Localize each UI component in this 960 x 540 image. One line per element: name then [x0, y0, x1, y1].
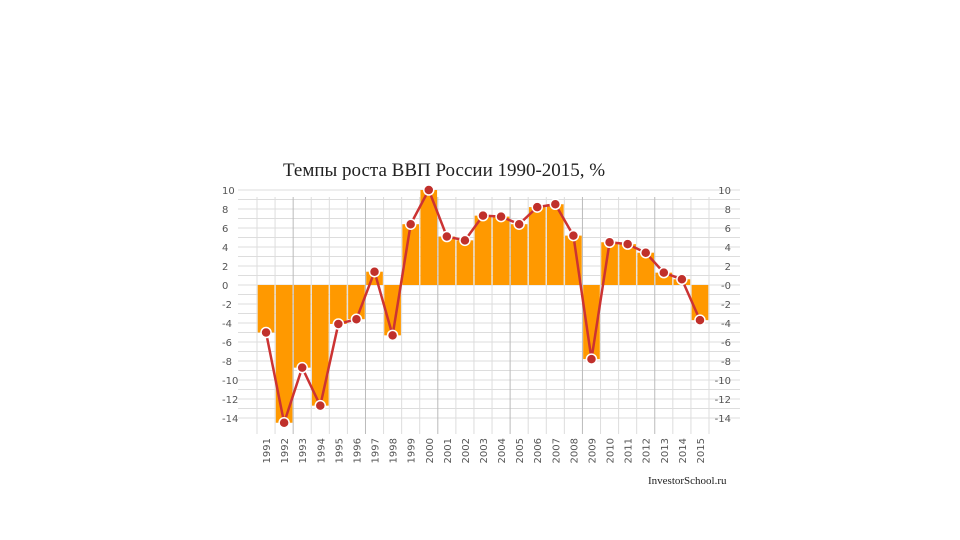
data-point [314, 399, 327, 412]
data-point [459, 234, 471, 247]
y-tick-right: -0 [721, 281, 731, 292]
y-tick-right: -2 [721, 300, 731, 311]
data-point [585, 353, 598, 365]
data-point [531, 201, 543, 213]
y-tick-right: -10 [715, 376, 731, 387]
x-tick-label: 2006 [533, 438, 544, 463]
data-point [676, 273, 688, 286]
x-tick-label: 2002 [461, 438, 472, 463]
y-tick-left: 6 [222, 224, 228, 235]
x-tick-label: 1994 [316, 438, 327, 463]
bar [456, 240, 474, 285]
data-point [404, 218, 417, 230]
y-tick-left: -2 [222, 300, 232, 311]
y-tick-left: -10 [222, 376, 238, 387]
x-tick-label: 2007 [551, 438, 562, 463]
bar [438, 236, 456, 285]
bar [637, 252, 655, 285]
bar [330, 285, 347, 324]
x-tick-label: 2014 [678, 438, 689, 463]
y-tick-left: 4 [222, 243, 228, 254]
x-tick-label: 1991 [262, 438, 273, 463]
x-tick-label: 2005 [515, 438, 526, 463]
data-point [441, 230, 453, 243]
x-tick-label: 2011 [624, 438, 635, 463]
data-point [386, 329, 399, 342]
x-tick-label: 1993 [298, 438, 309, 463]
data-point [567, 229, 580, 242]
x-tick-label: 1995 [334, 438, 345, 463]
bar [492, 216, 510, 285]
x-tick-label: 2015 [696, 438, 707, 463]
x-tick-label: 1992 [280, 438, 291, 463]
x-tick-label: 2012 [642, 438, 653, 463]
x-tick-label: 2004 [497, 438, 508, 463]
bar [474, 215, 492, 285]
y-tick-left: -14 [222, 414, 238, 425]
y-tick-right: 8 [725, 205, 731, 216]
x-tick-label: 2003 [479, 438, 490, 463]
data-point [296, 361, 308, 374]
watermark-label: InvestorSchool.ru [648, 475, 727, 487]
y-tick-right: -12 [715, 395, 731, 406]
bar [311, 285, 329, 406]
data-point [332, 318, 345, 330]
bar [275, 285, 293, 423]
x-tick-label: 2013 [660, 438, 671, 463]
bar [420, 190, 438, 285]
data-point [603, 236, 616, 248]
x-tick-label: 1997 [371, 438, 382, 463]
x-tick-label: 2010 [606, 438, 617, 463]
y-tick-left: -6 [222, 338, 232, 349]
bar [547, 204, 564, 285]
x-tick-label: 2001 [443, 438, 454, 463]
data-point [368, 265, 381, 278]
y-tick-right: 2 [725, 262, 731, 273]
data-point [513, 218, 525, 230]
data-point [621, 238, 634, 250]
data-point [278, 417, 290, 429]
y-tick-left: -8 [222, 357, 232, 368]
y-tick-right: 4 [725, 243, 731, 254]
data-point [658, 266, 670, 279]
x-tick-label: 1996 [352, 438, 363, 463]
bar [619, 244, 636, 285]
chart-title: Темпы роста ВВП России 1990-2015, % [283, 160, 606, 181]
bar [565, 235, 582, 285]
bar [257, 285, 275, 333]
data-point [260, 326, 272, 339]
data-point [423, 184, 435, 196]
y-tick-left: 2 [222, 262, 228, 273]
y-tick-left: 0 [222, 281, 228, 292]
y-tick-left: 8 [222, 205, 228, 216]
y-tick-right: -14 [715, 414, 731, 425]
data-point [639, 246, 652, 259]
y-tick-right: -6 [721, 338, 731, 349]
y-tick-right: -8 [721, 357, 731, 368]
bar [293, 285, 311, 368]
y-tick-right: 10 [718, 186, 731, 197]
data-point [350, 313, 363, 325]
y-tick-right: 6 [725, 224, 731, 235]
data-point [549, 198, 562, 210]
bar [583, 285, 600, 360]
x-tick-label: 1999 [407, 438, 418, 463]
y-tick-right: -4 [721, 319, 731, 330]
x-tick-label: 1998 [389, 438, 400, 463]
y-tick-left: 10 [222, 186, 235, 197]
bar [528, 207, 546, 285]
data-point [495, 210, 507, 223]
y-tick-left: -12 [222, 395, 238, 406]
y-tick-left: -4 [222, 319, 232, 330]
x-tick-label: 2000 [425, 438, 436, 463]
x-tick-label: 2008 [569, 438, 580, 463]
data-point [694, 314, 706, 326]
bar [402, 224, 419, 285]
data-point [477, 209, 489, 222]
x-tick-label: 2009 [587, 438, 598, 463]
bar [510, 224, 528, 285]
